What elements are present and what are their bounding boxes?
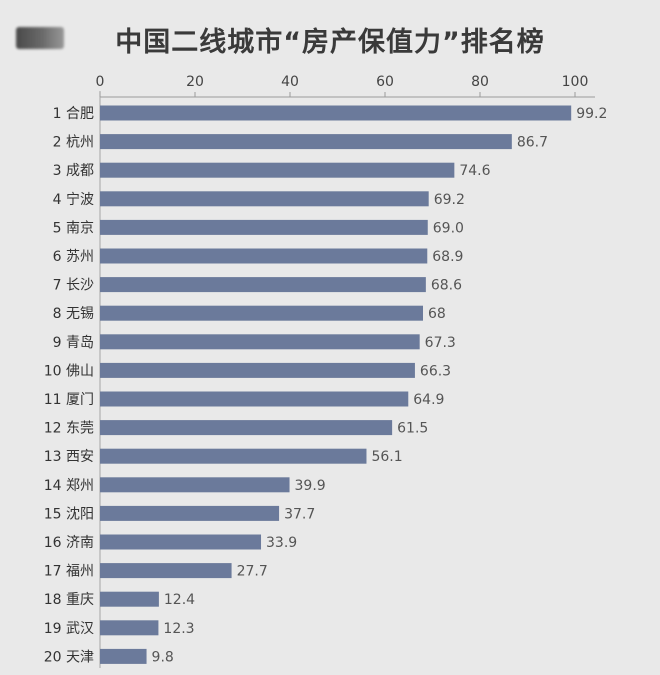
bar [100, 448, 367, 464]
value-label: 37.7 [284, 506, 315, 522]
category-label: 20 天津 [44, 649, 94, 665]
value-label: 12.3 [163, 621, 194, 637]
category-label: 12 东莞 [44, 421, 94, 437]
category-label: 6 苏州 [53, 249, 94, 265]
chart-title: 中国二线城市“房产保值力”排名榜 [115, 27, 545, 58]
bar [100, 648, 147, 664]
bar [100, 134, 512, 150]
value-label: 67.3 [425, 335, 456, 351]
bar [100, 620, 159, 636]
bar [100, 305, 423, 321]
category-label: 8 无锡 [53, 306, 94, 322]
value-label: 68.9 [432, 249, 463, 265]
bar [100, 248, 428, 264]
category-label: 5 南京 [53, 220, 94, 236]
value-label: 66.3 [420, 363, 451, 379]
x-tick-label: 40 [281, 74, 299, 90]
bar [100, 505, 280, 521]
value-label: 74.6 [459, 163, 490, 179]
value-label: 12.4 [164, 592, 195, 608]
value-label: 64.9 [413, 392, 444, 408]
bar [100, 219, 428, 235]
category-label: 1 合肥 [53, 106, 94, 122]
bar [100, 563, 232, 579]
value-label: 33.9 [266, 535, 297, 551]
value-label: 69.2 [434, 192, 465, 208]
bar [100, 162, 455, 178]
category-label: 7 长沙 [53, 278, 94, 294]
category-label: 2 杭州 [53, 135, 94, 151]
value-label: 39.9 [295, 478, 326, 494]
x-tick-label: 20 [186, 74, 204, 90]
category-label: 14 郑州 [44, 478, 94, 494]
x-tick-label: 60 [376, 74, 394, 90]
category-label: 9 青岛 [53, 335, 94, 351]
category-label: 16 济南 [44, 535, 94, 551]
x-tick-label: 0 [96, 74, 105, 90]
bar [100, 420, 393, 436]
value-label: 86.7 [517, 135, 548, 151]
bar [100, 477, 290, 493]
bar [100, 334, 420, 350]
value-label: 27.7 [237, 564, 268, 580]
value-label: 99.2 [576, 106, 607, 122]
bar [100, 591, 159, 607]
bar [100, 534, 262, 550]
category-label: 17 福州 [44, 564, 94, 580]
x-tick-label: 80 [471, 74, 489, 90]
bar [100, 362, 415, 378]
category-label: 19 武汉 [44, 621, 94, 637]
bar [100, 191, 429, 207]
bar [100, 391, 409, 407]
category-label: 4 宁波 [53, 191, 94, 208]
value-label: 68 [428, 306, 446, 322]
logo-icon [16, 27, 64, 49]
bar [100, 277, 426, 293]
value-label: 69.0 [433, 220, 464, 236]
value-label: 56.1 [371, 449, 402, 465]
category-label: 13 西安 [44, 449, 94, 465]
bar [100, 105, 572, 121]
category-label: 3 成都 [53, 163, 94, 179]
value-label: 68.6 [431, 278, 462, 294]
category-label: 11 厦门 [44, 392, 94, 408]
category-label: 18 重庆 [44, 592, 94, 608]
category-label: 10 佛山 [44, 363, 94, 379]
value-label: 61.5 [397, 421, 428, 437]
x-tick-label: 100 [562, 74, 589, 90]
category-label: 15 沈阳 [44, 506, 94, 522]
value-label: 9.8 [152, 649, 174, 665]
